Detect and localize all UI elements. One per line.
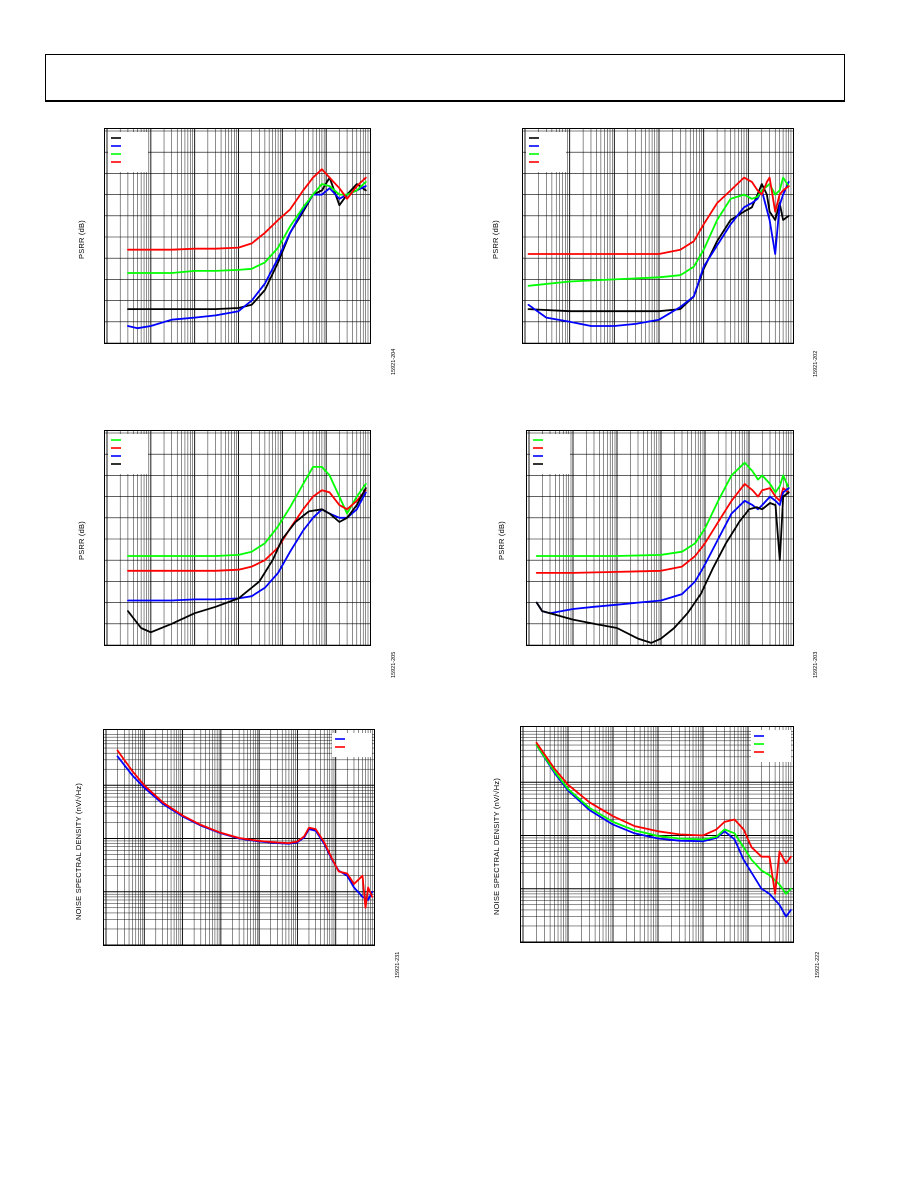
chart-4-series-2 <box>535 483 790 574</box>
chart-6-series-1 <box>535 744 792 918</box>
chart-1-series-1 <box>126 176 367 311</box>
chart-2-legend <box>526 132 566 172</box>
chart-plot-6 <box>520 726 794 943</box>
chart-4-series-3 <box>535 487 790 615</box>
chart-3-series-1 <box>126 466 367 557</box>
chart-4-legend <box>530 434 570 474</box>
chart-5-series-2 <box>116 749 374 909</box>
chart-3-series-2 <box>126 489 367 572</box>
chart-3-grid <box>105 431 370 645</box>
chart-svg-3 <box>105 431 370 645</box>
chart-3-series-4 <box>126 487 367 634</box>
chart-1-series-3 <box>126 181 367 274</box>
chart-2-series-2 <box>527 181 790 327</box>
chart-svg-6 <box>521 727 793 942</box>
chart-6-series-2 <box>535 744 792 895</box>
chart-svg-2 <box>523 129 793 343</box>
chart-1-series-4 <box>126 168 367 251</box>
chart-5-figure-id: 15921-231 <box>395 951 401 978</box>
chart-6-grid <box>521 727 793 942</box>
chart-5-ylabel: NOISE SPECTRAL DENSITY (nV/√Hz) <box>74 782 83 920</box>
chart-2-series-3 <box>527 176 790 287</box>
legend-background <box>751 730 791 762</box>
chart-svg-4 <box>527 431 793 645</box>
chart-2-ylabel: PSRR (dB) <box>491 220 500 259</box>
chart-1-ylabel: PSRR (dB) <box>77 220 86 259</box>
legend-background <box>332 733 372 757</box>
chart-4-series-1 <box>535 461 790 557</box>
chart-5-grid <box>104 730 374 945</box>
chart-3-figure-id: 15921-205 <box>391 651 397 678</box>
chart-svg-1 <box>105 129 370 343</box>
chart-6-ylabel: NOISE SPECTRAL DENSITY (nV/√Hz) <box>492 777 501 915</box>
chart-plot-2 <box>522 128 794 344</box>
chart-2-figure-id: 15921-202 <box>813 350 819 377</box>
chart-3-legend <box>108 434 148 474</box>
chart-1-series-2 <box>126 185 367 330</box>
chart-3-ylabel: PSRR (dB) <box>77 521 86 560</box>
chart-3-series-3 <box>126 491 367 602</box>
chart-svg-5 <box>104 730 374 945</box>
chart-6-legend <box>751 730 791 762</box>
chart-4-ylabel: PSRR (dB) <box>497 521 506 560</box>
chart-4-figure-id: 15921-203 <box>813 651 819 678</box>
chart-plot-3 <box>104 430 371 646</box>
chart-plot-1 <box>104 128 371 344</box>
chart-plot-4 <box>526 430 794 646</box>
page-header-box <box>45 54 845 102</box>
chart-2-series-4 <box>527 176 790 255</box>
chart-4-series-4 <box>535 491 790 644</box>
chart-1-figure-id: 15921-204 <box>391 348 397 375</box>
chart-5-legend <box>332 733 372 757</box>
chart-2-series-1 <box>527 183 790 313</box>
chart-6-figure-id: 15921-222 <box>815 951 821 978</box>
chart-plot-5 <box>103 729 375 946</box>
chart-1-legend <box>108 132 148 172</box>
chart-6-series-3 <box>535 741 792 895</box>
